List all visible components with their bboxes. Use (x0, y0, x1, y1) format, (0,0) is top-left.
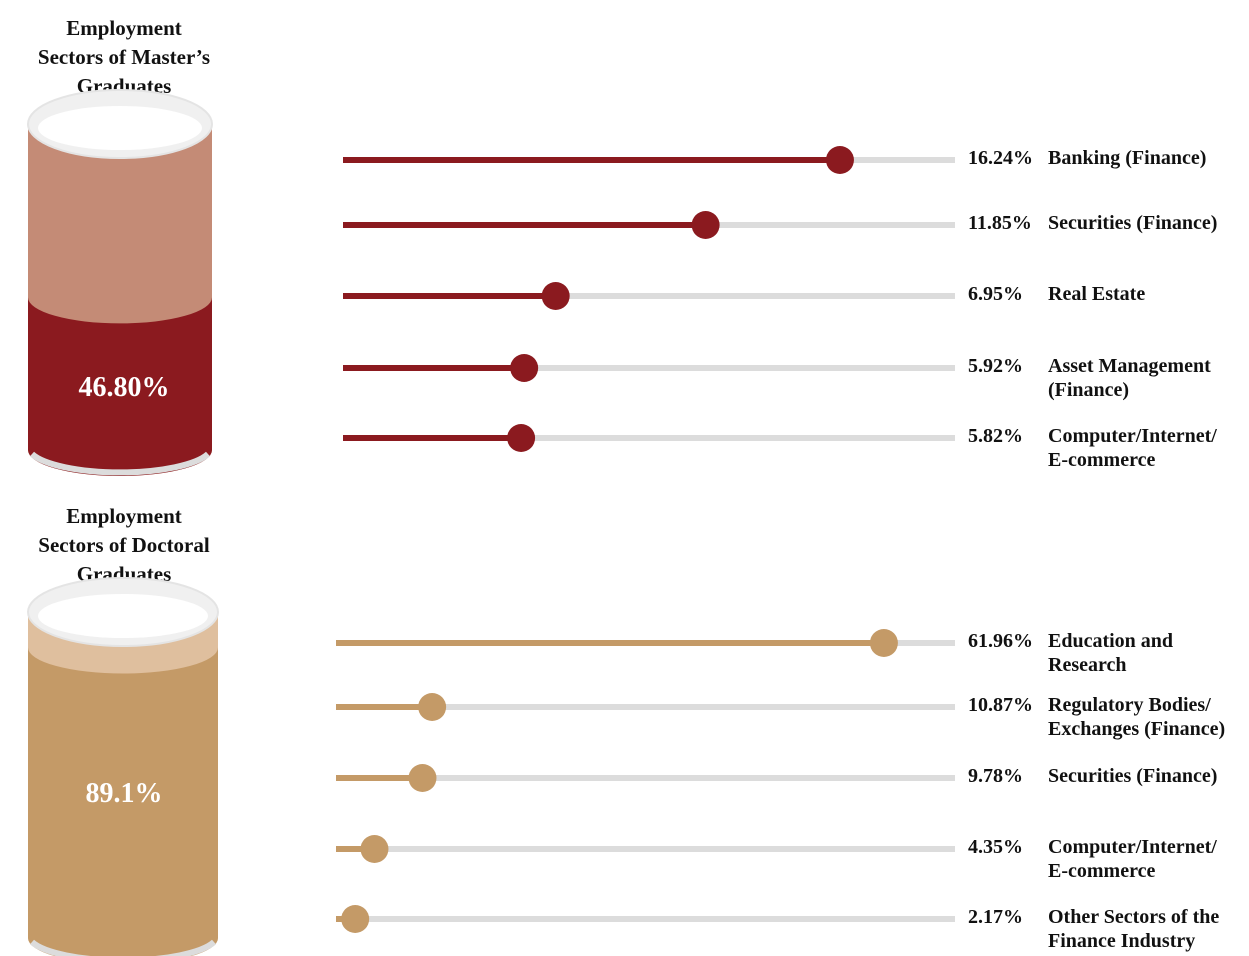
master-bar-label-0: 16.24% Banking (Finance) (968, 146, 1206, 170)
master-bar-text-4: Computer/Internet/ E-commerce (1048, 425, 1217, 471)
master-bar-pct-4: 5.82% (968, 425, 1023, 447)
master-bar-text-2: Real Estate (1048, 283, 1146, 305)
doctoral-bar-pct-2: 9.78% (968, 765, 1023, 787)
doctoral-bar-label-2: 9.78% Securities (Finance) (968, 764, 1217, 788)
doctoral-bar-text-1: Regulatory Bodies/ Exchanges (Finance) (1048, 694, 1226, 740)
master-bar-text-0: Banking (Finance) (1048, 147, 1207, 169)
master-bar-pct-3: 5.92% (968, 355, 1023, 377)
master-cylinder (27, 89, 213, 476)
master-bar-label-3: 5.92% Asset Management (Finance) (968, 354, 1211, 402)
doctoral-chart (27, 577, 955, 956)
master-title-line-2: Sectors of Master’s (37, 45, 211, 69)
doctoral-bar-text-3: Computer/Internet/ E-commerce (1048, 836, 1217, 882)
doctoral-bar-pct-1: 10.87% (968, 694, 1033, 716)
doctoral-bar-label-4: 2.17% Other Sectors of the Finance Indust… (968, 905, 1219, 953)
master-dot-4 (507, 424, 536, 452)
doctoral-bar-pct-0: 61.96% (968, 630, 1033, 652)
doctoral-dot-0 (869, 629, 898, 657)
master-bar-label-1: 11.85% Securities (Finance) (968, 211, 1217, 235)
doctoral-bar-pct-4: 2.17% (968, 906, 1023, 928)
doctoral-cylinder-fill (28, 647, 218, 956)
doctoral-bar-label-3: 4.35% Computer/Internet/ E-commerce (968, 835, 1217, 883)
doctoral-bar-label-1: 10.87% Regulatory Bodies/ Exchanges (Fina… (968, 693, 1225, 741)
master-bar-label-2: 6.95% Real Estate (968, 282, 1145, 306)
master-cylinder-fill (28, 297, 212, 476)
master-dot-2 (541, 282, 570, 310)
doctoral-cylinder-value: 89.1% (85, 778, 163, 809)
doctoral-bar-text-0: Education and Research (1048, 630, 1174, 676)
doctoral-bar-text-4: Other Sectors of the Finance Industry (1048, 906, 1220, 952)
master-chart (27, 89, 955, 476)
master-bar-pct-1: 11.85% (968, 212, 1032, 234)
master-cylinder-rim (29, 451, 211, 476)
doctoral-title-line-1: Employment (66, 504, 182, 528)
doctoral-panel-title: Employment Sectors of Doctoral Graduates (20, 502, 228, 589)
doctoral-dot-3 (360, 835, 389, 863)
master-dot-3 (510, 354, 539, 382)
master-bar-text-1: Securities (Finance) (1048, 212, 1218, 234)
master-cylinder-value: 46.80% (78, 372, 170, 403)
doctoral-bar-label-0: 61.96% Education and Research (968, 629, 1173, 677)
master-bar-text-3: Asset Management (Finance) (1048, 355, 1211, 401)
master-title-line-1: Employment (66, 16, 182, 40)
master-sectors-panel: Employment Sectors of Master’s Graduates… (20, 14, 1217, 476)
doctoral-cylinder-cap-highlight (38, 594, 208, 638)
master-cylinder-cap-highlight (38, 106, 202, 150)
master-bar-pct-2: 6.95% (968, 283, 1023, 305)
master-bar-pct-0: 16.24% (968, 147, 1033, 169)
doctoral-dot-2 (408, 764, 437, 792)
doctoral-bar-pct-3: 4.35% (968, 836, 1023, 858)
doctoral-bar-text-2: Securities (Finance) (1048, 765, 1218, 787)
master-dot-1 (691, 211, 720, 239)
doctoral-dot-4 (341, 905, 370, 933)
doctoral-title-line-2: Sectors of Doctoral (38, 533, 210, 557)
master-dot-0 (825, 146, 854, 174)
doctoral-cylinder (27, 577, 219, 956)
doctoral-dot-1 (418, 693, 447, 721)
master-panel-title: Employment Sectors of Master’s Graduates (20, 14, 228, 101)
doctoral-sectors-panel: Employment Sectors of Doctoral Graduates… (0, 488, 1249, 956)
doctoral-cylinder-rim (29, 939, 217, 956)
master-bar-label-4: 5.82% Computer/Internet/ E-commerce (968, 424, 1217, 472)
